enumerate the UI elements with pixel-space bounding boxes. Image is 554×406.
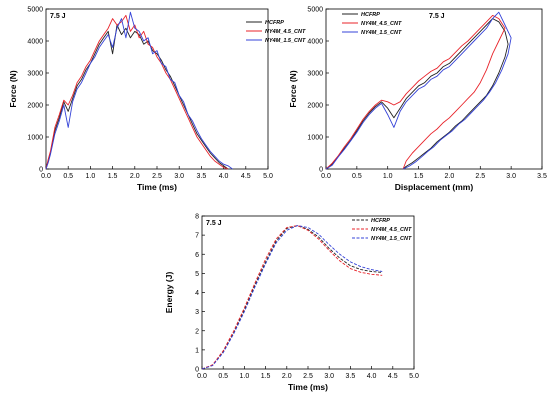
y-tick-label: 8 bbox=[195, 214, 199, 221]
energy-annotation: 7.5 J bbox=[50, 13, 66, 20]
energy-annotation: 7.5 J bbox=[206, 220, 222, 227]
x-axis-label: Displacement (mm) bbox=[395, 182, 474, 192]
chart-force-displacement: 0.0 0.5 1.0 1.5 2.0 2.5 3.0 3.5 0 1000 2000 3000 400… bbox=[288, 7, 547, 193]
y-tick-label: 2000 bbox=[27, 103, 43, 110]
series-line-NY4M_4.5_CNT bbox=[201, 225, 383, 370]
x-tick-label: 0.0 bbox=[197, 373, 207, 380]
x-tick-label: 3.5 bbox=[197, 173, 207, 180]
plot-frame bbox=[325, 8, 543, 170]
x-tick-label: 2.0 bbox=[282, 373, 292, 380]
legend-label: NY4M_1.5_CNT bbox=[371, 236, 412, 242]
x-tick-label: 4.5 bbox=[241, 173, 251, 180]
x-tick-label: 5.0 bbox=[263, 173, 273, 180]
legend-label: NY4M_4.5_CNT bbox=[265, 29, 306, 35]
y-tick-label: 3000 bbox=[27, 71, 43, 78]
x-tick-label: 0.5 bbox=[63, 173, 73, 180]
x-tick-label: 1.0 bbox=[240, 373, 250, 380]
x-tick-label: 1.5 bbox=[414, 173, 424, 180]
x-tick-label: 1.0 bbox=[86, 173, 96, 180]
legend-label: HCFRP bbox=[371, 218, 390, 224]
plot-frame bbox=[45, 8, 269, 170]
x-tick-label: 2.5 bbox=[152, 173, 162, 180]
x-tick-label: 3.0 bbox=[324, 373, 334, 380]
series-line-NY4M_1.5_CNT bbox=[325, 11, 512, 170]
x-tick-label: 0.5 bbox=[218, 373, 228, 380]
y-axis-label: Force (N) bbox=[288, 70, 298, 107]
y-tick-label: 4000 bbox=[307, 39, 323, 46]
y-axis-label: Energy (J) bbox=[164, 272, 174, 314]
x-tick-label: 2.5 bbox=[303, 373, 313, 380]
y-tick-label: 4000 bbox=[27, 39, 43, 46]
y-tick-label: 0 bbox=[195, 367, 199, 374]
y-tick-label: 5000 bbox=[307, 7, 323, 14]
legend-label: NY4M_4.5_CNT bbox=[371, 227, 412, 233]
x-axis-label: Time (ms) bbox=[288, 382, 328, 392]
x-axis-label: Time (ms) bbox=[137, 182, 177, 192]
legend-label: NY4M_1.5_CNT bbox=[361, 30, 402, 36]
energy-annotation: 7.5 J bbox=[429, 13, 445, 20]
series-line-NY4M_4.5_CNT bbox=[325, 14, 506, 170]
legend-label: NY4M_4.5_CNT bbox=[361, 21, 402, 27]
legend-label: HCFRP bbox=[361, 12, 380, 18]
y-tick-label: 5 bbox=[195, 271, 199, 278]
x-tick-label: 3.0 bbox=[506, 173, 516, 180]
x-tick-label: 0.5 bbox=[352, 173, 362, 180]
y-tick-label: 1000 bbox=[27, 135, 43, 142]
y-tick-label: 7 bbox=[195, 233, 199, 240]
series-line-NY4M_4.5_CNT bbox=[45, 14, 229, 170]
series-line-NY4M_1.5_CNT bbox=[45, 11, 233, 170]
y-tick-label: 1000 bbox=[307, 135, 323, 142]
x-tick-label: 2.0 bbox=[445, 173, 455, 180]
chart-energy-time: 0.0 0.5 1.0 1.5 2.0 2.5 3.0 3.5 4.0 4.5 5.0 0 1 2 3 4 5 6… bbox=[164, 214, 419, 393]
y-tick-label: 2 bbox=[195, 328, 199, 335]
y-tick-label: 4 bbox=[195, 290, 199, 297]
y-tick-label: 0 bbox=[319, 167, 323, 174]
y-tick-label: 5000 bbox=[27, 7, 43, 14]
series-line-HCFRP bbox=[45, 24, 229, 170]
x-tick-label: 5.0 bbox=[409, 373, 419, 380]
x-tick-label: 1.5 bbox=[261, 373, 271, 380]
x-tick-label: 1.0 bbox=[383, 173, 393, 180]
x-tick-label: 3.0 bbox=[174, 173, 184, 180]
y-tick-label: 3000 bbox=[307, 71, 323, 78]
x-tick-label: 4.5 bbox=[388, 373, 398, 380]
x-tick-label: 4.0 bbox=[367, 373, 377, 380]
series-line-HCFRP bbox=[201, 225, 383, 370]
y-tick-label: 1 bbox=[195, 347, 199, 354]
y-tick-label: 3 bbox=[195, 309, 199, 316]
series-line-NY4M_1.5_CNT bbox=[201, 225, 383, 370]
y-tick-label: 0 bbox=[39, 167, 43, 174]
x-tick-label: 2.0 bbox=[130, 173, 140, 180]
chart-force-time: 0.0 0.5 1.0 1.5 2.0 2.5 3.0 3.5 4.0 4.5 5.0 0 1000 20… bbox=[8, 7, 306, 193]
x-tick-label: 3.5 bbox=[537, 173, 547, 180]
x-tick-label: 2.5 bbox=[475, 173, 485, 180]
x-tick-label: 1.5 bbox=[108, 173, 118, 180]
series-line-HCFRP bbox=[325, 18, 509, 170]
y-axis-label: Force (N) bbox=[8, 70, 18, 107]
x-tick-label: 0.0 bbox=[41, 173, 51, 180]
legend-label: NY4M_1.5_CNT bbox=[265, 38, 306, 44]
x-tick-label: 0.0 bbox=[321, 173, 331, 180]
y-tick-label: 2000 bbox=[307, 103, 323, 110]
x-tick-label: 4.0 bbox=[219, 173, 229, 180]
legend-label: HCFRP bbox=[265, 20, 284, 26]
x-tick-label: 3.5 bbox=[346, 373, 356, 380]
y-tick-label: 6 bbox=[195, 252, 199, 259]
